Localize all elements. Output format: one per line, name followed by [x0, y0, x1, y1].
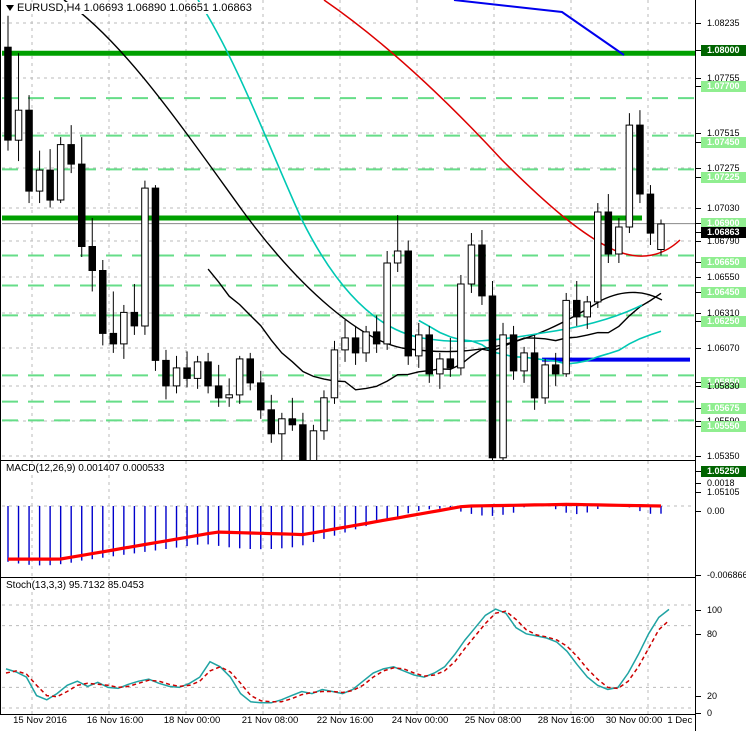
price-axis-tick-label: 1.07700	[701, 81, 746, 92]
price-axis-tick-label: 1.07450	[701, 137, 746, 148]
time-axis-label: 30 Nov 00:00	[605, 715, 663, 726]
time-axis-label: 24 Nov 00:00	[391, 715, 449, 726]
axis-tickmark	[696, 177, 701, 178]
stochastic-label: Stoch(13,3,3) 95.7132 85.0453	[4, 580, 146, 591]
price-plot[interactable]	[2, 0, 695, 460]
macd-axis-tick-label: 0.00	[707, 506, 725, 516]
axis-tickmark	[696, 133, 701, 134]
price-axis-tick-label: 1.07275	[707, 163, 740, 173]
panel-divider-bottom	[0, 714, 695, 715]
time-axis-label: 15 Nov 2016	[13, 715, 67, 726]
price-axis-tick-label: 1.06900	[701, 218, 746, 229]
axis-tickmark	[696, 292, 701, 293]
price-axis-tick-label: 1.06863	[701, 227, 746, 238]
panel-divider-macd	[0, 460, 695, 461]
price-panel[interactable]	[0, 0, 695, 460]
price-axis-tick-label: 1.06450	[701, 287, 746, 298]
price-axis-tick-label: 1.05850	[701, 377, 746, 388]
axis-tickmark	[696, 575, 701, 576]
stoch-axis-tick-label: 80	[707, 629, 718, 639]
price-axis-tick-label: 1.08000	[701, 45, 746, 56]
axis-tickmark	[696, 241, 701, 242]
macd-axis-tick-label: -0.006866	[707, 570, 746, 580]
price-axis-tick-label: 1.07755	[707, 73, 740, 83]
price-axis-tick-label: 1.07225	[701, 172, 746, 183]
axis-tickmark	[696, 426, 701, 427]
price-axis-tick-label: 1.07030	[707, 203, 740, 213]
axis-tickmark	[696, 262, 701, 263]
axis-tickmark	[696, 456, 701, 457]
axis-tickmark	[696, 232, 701, 233]
axis-tickmark	[696, 511, 701, 512]
axis-tickmark	[696, 50, 701, 51]
axis-tickmark	[696, 223, 701, 224]
axis-tickmark	[696, 696, 701, 697]
axis-tickmark	[696, 313, 701, 314]
symbol-header[interactable]: EURUSD,H4 1.06693 1.06890 1.06651 1.0686…	[4, 2, 254, 14]
price-axis-tick-label: 1.06250	[701, 316, 746, 327]
axis-tickmark	[696, 634, 701, 635]
time-axis[interactable]: 15 Nov 2016 16 Nov 16:00 18 Nov 00:00 21 No…	[0, 715, 719, 731]
macd-label: MACD(12,26,9) 0.001407 0.000533	[4, 463, 167, 474]
stochastic-panel[interactable]	[0, 578, 695, 715]
price-axis-tick-label: 1.06550	[707, 272, 740, 282]
axis-tickmark	[696, 386, 701, 387]
price-axis-tick-label: 1.06070	[707, 343, 740, 353]
chevron-down-icon[interactable]	[6, 5, 14, 12]
time-axis-label: 25 Nov 08:00	[464, 715, 522, 726]
axis-tickmark	[696, 168, 701, 169]
price-axis-tick-label: 1.05830	[707, 381, 740, 391]
time-axis-label: 21 Nov 08:00	[241, 715, 299, 726]
axis-tickmark	[696, 610, 701, 611]
time-axis-label: 18 Nov 00:00	[163, 715, 221, 726]
price-axis-tick-label: 1.06790	[707, 236, 740, 246]
axis-tickmark	[696, 348, 701, 349]
axis-tickmark	[696, 483, 701, 484]
symbol-quote-label: EURUSD,H4 1.06693 1.06890 1.06651 1.0686…	[17, 2, 252, 14]
axis-tickmark	[696, 277, 701, 278]
price-axis-tick-label: 1.06310	[707, 308, 740, 318]
macd-plot[interactable]	[2, 461, 695, 577]
price-axis-tick-label: 1.07515	[707, 128, 740, 138]
axis-tickmark	[696, 23, 701, 24]
axis-tickmark	[696, 382, 701, 383]
price-axis-tick-label: 1.05550	[701, 421, 746, 432]
axis-tickmark	[696, 713, 701, 714]
axis-tickmark	[696, 471, 701, 472]
price-axis-tick-label: 1.05350	[707, 451, 740, 461]
axis-tickmark	[696, 408, 701, 409]
axis-tickmark	[696, 86, 701, 87]
macd-axis-tick-label: 0.0018	[707, 478, 735, 488]
stoch-axis-tick-label: 100	[707, 605, 723, 615]
price-axis-tick-label: 1.05675	[701, 403, 746, 414]
price-axis-tick-label: 1.05105	[707, 487, 740, 497]
price-scale-axis[interactable]: 1.08235 1.08000 1.07755 1.07700 1.07515 1.074…	[695, 0, 746, 731]
time-axis-label: 22 Nov 16:00	[316, 715, 374, 726]
axis-tickmark	[696, 321, 701, 322]
panel-divider-stoch	[0, 577, 695, 578]
axis-tickmark	[696, 208, 701, 209]
stoch-axis-tick-label: 20	[707, 691, 718, 701]
macd-panel[interactable]	[0, 461, 695, 577]
time-axis-label: 1 Dec 08:00	[667, 715, 719, 726]
axis-tickmark	[696, 78, 701, 79]
stoch-axis-tick-label: 0	[707, 708, 713, 718]
price-axis-tick-label: 1.05250	[701, 466, 746, 477]
price-axis-tick-label: 1.08235	[707, 18, 740, 28]
axis-tickmark	[696, 492, 701, 493]
time-axis-label: 16 Nov 16:00	[86, 715, 144, 726]
axis-tickmark	[696, 421, 701, 422]
time-axis-label: 28 Nov 16:00	[537, 715, 595, 726]
axis-tickmark	[696, 142, 701, 143]
price-axis-tick-label: 1.06650	[701, 257, 746, 268]
stochastic-plot[interactable]	[2, 578, 695, 715]
